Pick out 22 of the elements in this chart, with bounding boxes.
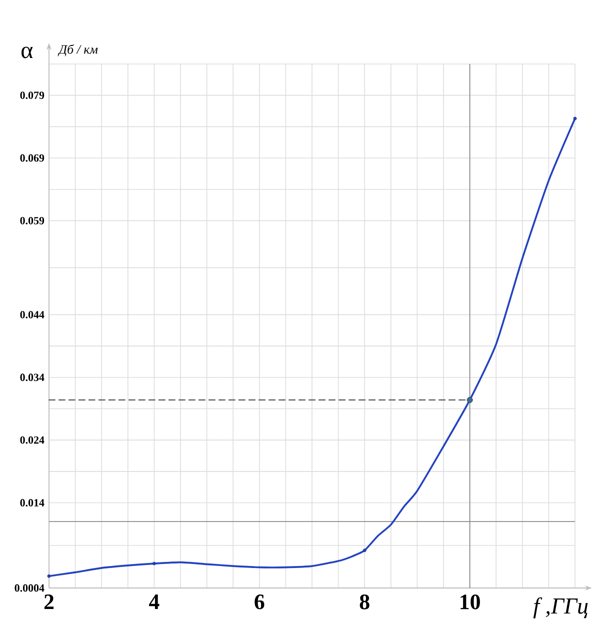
y-tick-label: 0.014 bbox=[20, 499, 44, 506]
y-tick-label: 0.044 bbox=[20, 310, 44, 318]
y-tick-label: 0.069 bbox=[20, 154, 44, 162]
point bbox=[466, 396, 473, 404]
y-tick-label: 0.0004 bbox=[14, 584, 44, 592]
y-tick-label: 0.079 bbox=[20, 92, 44, 100]
text: Дб / км bbox=[58, 44, 98, 56]
y-tick-label: 0.034 bbox=[20, 374, 44, 382]
y-tick-label: 0.024 bbox=[20, 436, 44, 444]
point bbox=[573, 116, 577, 120]
x-tick-label: 4 bbox=[149, 594, 160, 609]
x-axis-title: f ,ГГц bbox=[533, 597, 588, 618]
x-tick-label: 10 bbox=[460, 594, 480, 610]
x-tick-label: 8 bbox=[360, 594, 370, 610]
point bbox=[47, 574, 51, 578]
point bbox=[362, 548, 366, 552]
point bbox=[152, 562, 156, 566]
line-series bbox=[48, 118, 576, 577]
x-tick-label: 2 bbox=[44, 594, 54, 610]
y-tick-label: 0.059 bbox=[20, 216, 44, 224]
x-tick-label: 6 bbox=[254, 594, 264, 610]
y-axis-title: α bbox=[22, 46, 33, 58]
